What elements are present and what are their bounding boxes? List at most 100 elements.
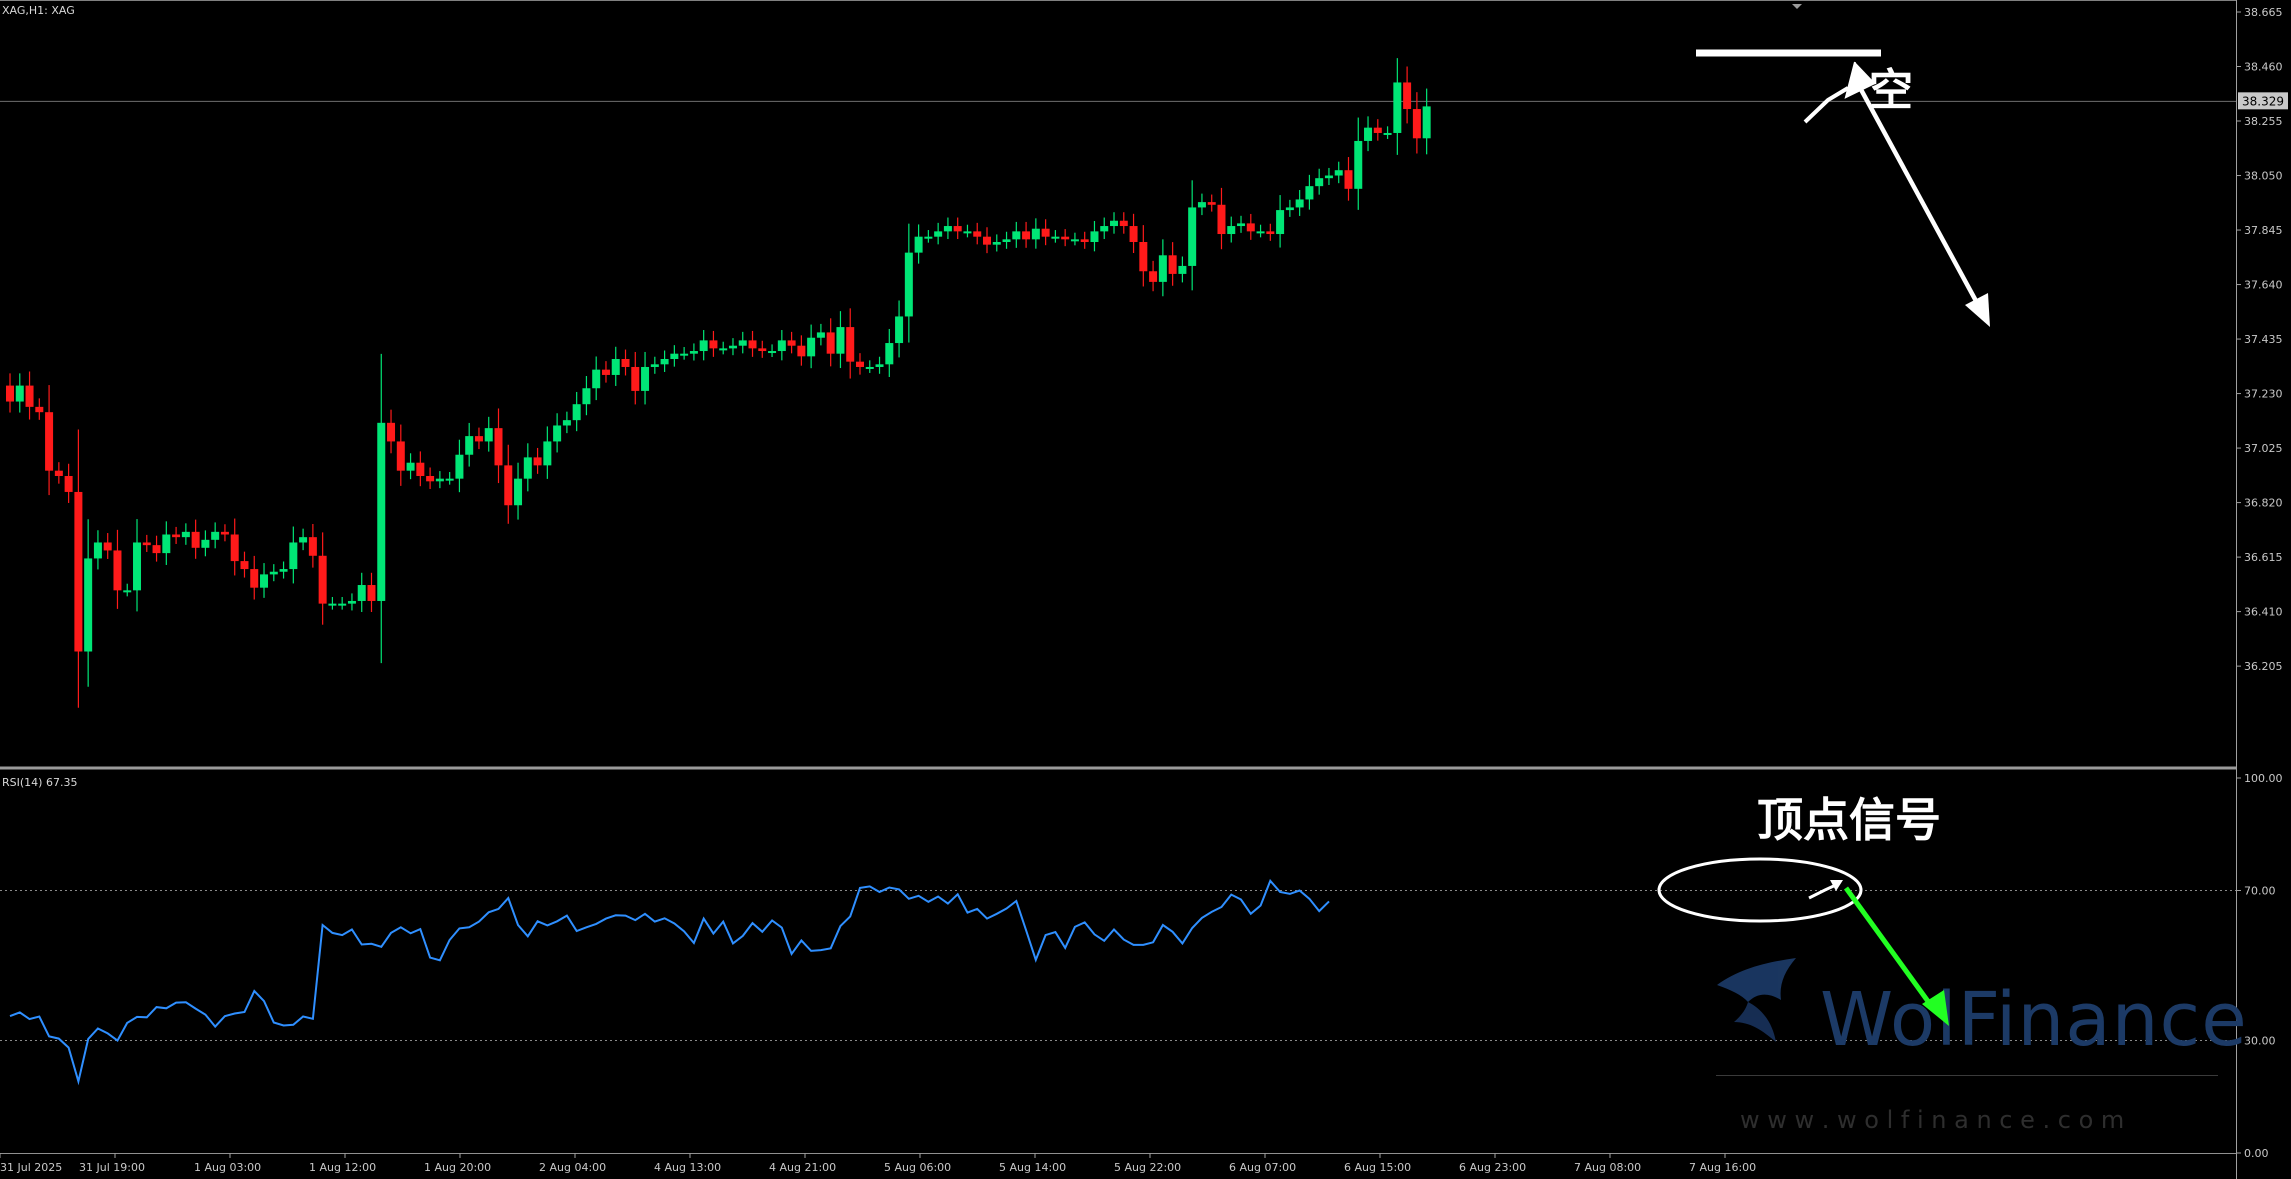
time-tick-label: 6 Aug 07:00 (1229, 1161, 1296, 1174)
bearish-candle (1344, 170, 1353, 189)
bearish-candle (1246, 223, 1255, 232)
shift-marker-icon[interactable] (1792, 4, 1802, 9)
candlestick-series (6, 58, 1431, 708)
symbol-header: XAG,H1: XAG (2, 4, 75, 17)
bullish-candle (992, 242, 1001, 245)
time-tick-label: 31 Jul 19:00 (79, 1161, 145, 1174)
bullish-candle (699, 340, 708, 352)
bullish-candle (328, 603, 337, 606)
bearish-candle (533, 457, 542, 466)
bullish-candle (670, 353, 679, 359)
bearish-candle (426, 476, 435, 482)
bearish-candle (631, 366, 640, 391)
rsi-down-arrow-icon (1922, 990, 1949, 1026)
bearish-candle (64, 476, 73, 492)
bullish-candle (377, 422, 386, 601)
bullish-candle (836, 327, 845, 354)
price-tick-label: 38.050 (2244, 170, 2283, 183)
bullish-candle (260, 574, 269, 588)
bullish-candle (1315, 178, 1324, 187)
time-axis: 31 Jul 2025 31 Jul 19:00 1 Aug 03:00 1 Aug … (0, 1153, 1756, 1174)
bullish-candle (1237, 223, 1246, 227)
bearish-candle (54, 470, 63, 476)
bullish-candle (1158, 255, 1167, 282)
time-tick-label: 6 Aug 23:00 (1459, 1161, 1526, 1174)
bearish-candle (1207, 202, 1216, 205)
bullish-candle (357, 585, 366, 601)
bullish-candle (943, 226, 952, 232)
time-tick-label: 5 Aug 06:00 (884, 1161, 951, 1174)
price-tick-label: 37.230 (2244, 388, 2283, 401)
bullish-candle (904, 252, 913, 317)
bullish-candle (592, 369, 601, 389)
bearish-candle (1061, 236, 1070, 240)
time-tick-label: 31 Jul 2025 (0, 1161, 62, 1174)
bullish-candle (1393, 82, 1402, 133)
bearish-candle (797, 345, 806, 357)
bullish-candle (484, 428, 493, 442)
bullish-candle (1051, 236, 1060, 239)
bullish-candle (650, 364, 659, 367)
bullish-candle (279, 569, 288, 572)
bearish-candle (1041, 228, 1050, 237)
bullish-candle (133, 542, 142, 591)
rsi-axis: 100.00 70.00 30.00 0.00 (2236, 772, 2283, 1160)
bearish-candle (748, 340, 757, 349)
bullish-candle (299, 537, 308, 543)
bullish-candle (338, 603, 347, 606)
bearish-candle (973, 231, 982, 237)
bullish-candle (562, 420, 571, 426)
bullish-candle (738, 340, 747, 346)
time-tick-label: 1 Aug 20:00 (424, 1161, 491, 1174)
price-tick-label: 36.615 (2244, 551, 2283, 564)
bearish-candle (220, 531, 229, 535)
current-price-badge (2238, 92, 2288, 110)
bearish-candle (250, 569, 259, 588)
bearish-candle (601, 369, 610, 375)
rsi-down-arrow-shaft[interactable] (1843, 886, 1938, 1013)
bullish-candle (1188, 207, 1197, 266)
down-arrow-shaft[interactable] (1856, 82, 1984, 314)
rise-arrow-path[interactable] (1803, 86, 1850, 124)
bullish-candle (84, 558, 93, 652)
price-tick-label: 36.205 (2244, 660, 2283, 673)
bearish-candle (396, 441, 405, 471)
rsi-tick-label: 70.00 (2244, 885, 2276, 898)
rsi-tick-label: 100.00 (2244, 772, 2283, 785)
bullish-candle (1295, 199, 1304, 208)
bullish-candle (777, 340, 786, 352)
bullish-candle (689, 351, 698, 354)
bullish-candle (93, 542, 102, 559)
up-arrow-icon (1844, 61, 1876, 99)
bearish-candle (758, 348, 767, 352)
bearish-candle (367, 585, 376, 601)
bearish-candle (1149, 271, 1158, 282)
bearish-candle (45, 412, 54, 471)
bullish-candle (611, 359, 620, 375)
time-tick-label: 4 Aug 13:00 (654, 1161, 721, 1174)
time-tick-label: 5 Aug 14:00 (999, 1161, 1066, 1174)
price-tick-label: 37.845 (2244, 224, 2283, 237)
bearish-candle (172, 534, 181, 538)
top-signal-ellipse[interactable] (1657, 857, 1863, 923)
watermark-url: w w w . w o l f i n a n c e . c o m (1740, 1106, 2124, 1134)
bullish-candle (1334, 170, 1343, 176)
bullish-candle (1178, 265, 1187, 274)
bullish-candle (435, 478, 444, 482)
bullish-candle (1324, 175, 1333, 179)
bullish-candle (641, 366, 650, 391)
time-tick-label: 4 Aug 21:00 (769, 1161, 836, 1174)
bearish-candle (35, 406, 44, 413)
bullish-candle (1031, 228, 1040, 240)
price-tick-label: 38.255 (2244, 115, 2283, 128)
bullish-candle (1002, 239, 1011, 242)
bullish-candle (269, 571, 278, 575)
bearish-candle (953, 226, 962, 232)
bullish-candle (963, 231, 972, 234)
bearish-candle (983, 236, 991, 245)
bearish-candle (308, 537, 317, 556)
bullish-candle (875, 364, 884, 367)
bearish-candle (1080, 239, 1089, 242)
